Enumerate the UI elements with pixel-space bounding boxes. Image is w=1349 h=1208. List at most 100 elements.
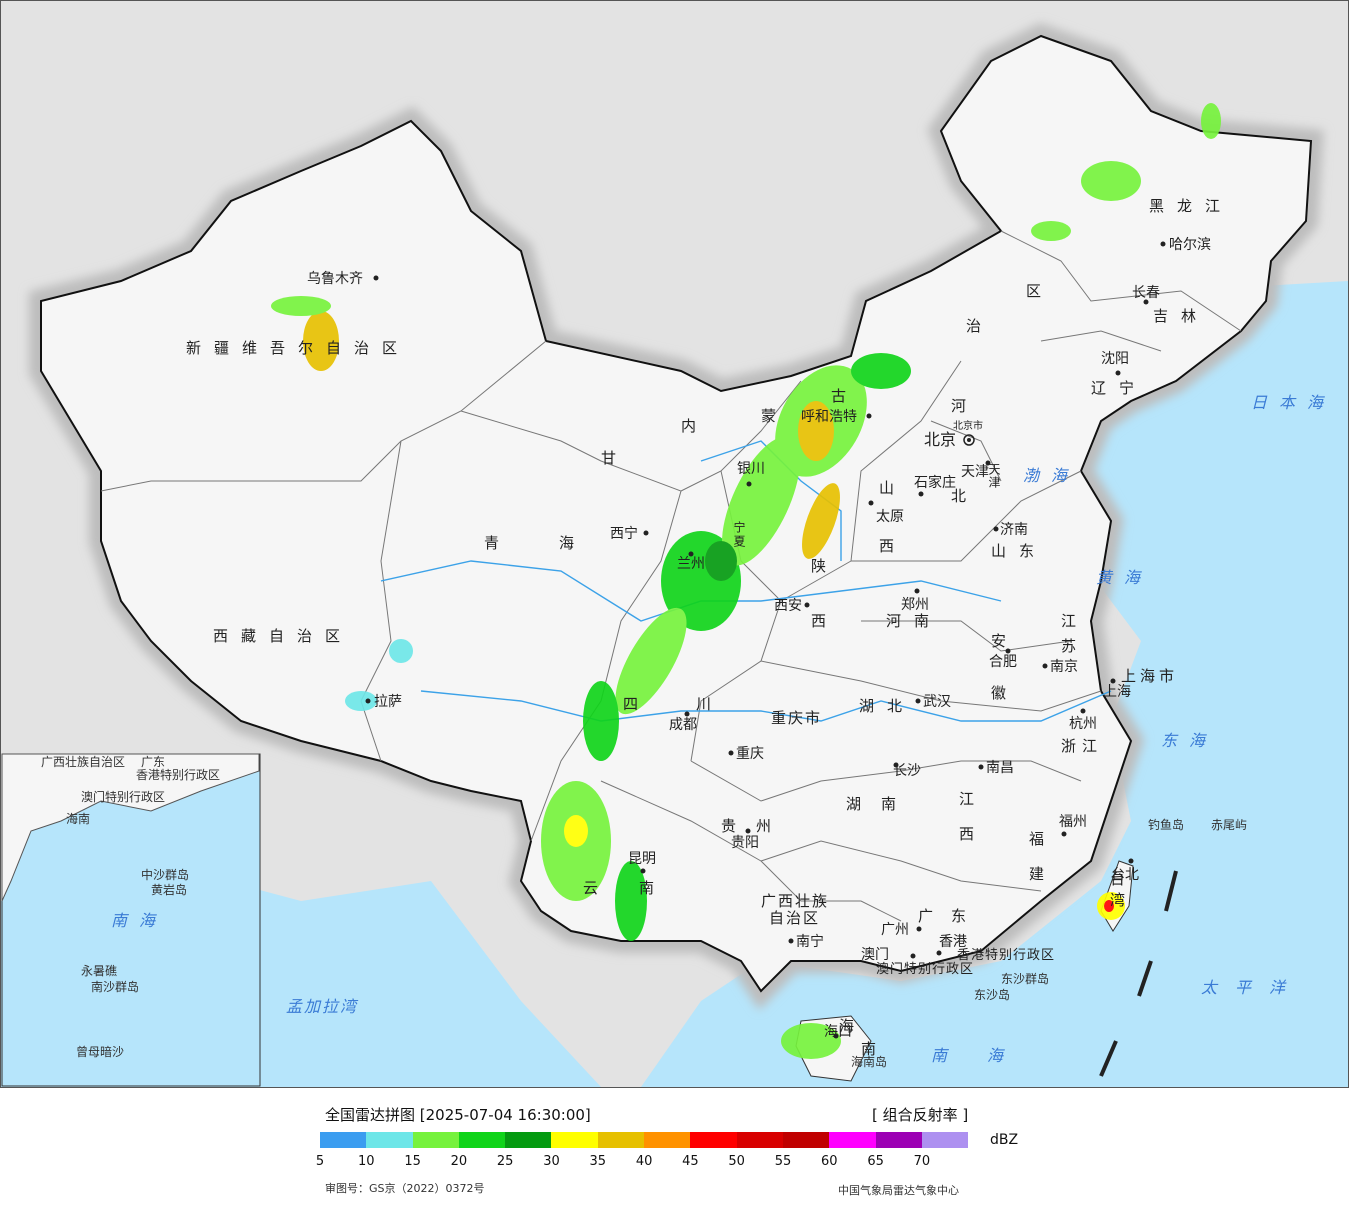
city-label: 天津	[961, 464, 989, 480]
label-shaanxi-2: 西	[811, 612, 839, 630]
city-huhehaote: 呼和浩特	[801, 409, 872, 425]
city-hongkong: 香港	[936, 934, 967, 956]
city-kunming: 昆明	[628, 851, 656, 874]
legend-tick: 50	[728, 1154, 745, 1169]
label-zhi-qu: 治	[966, 317, 994, 335]
city-label: 北京	[924, 430, 956, 449]
city-hefei: 合肥	[989, 648, 1017, 670]
inset-label-zengmu: 曾母暗沙	[76, 1044, 124, 1059]
label-macao-sar: 澳门特别行政区	[876, 961, 974, 977]
label-guizhou: 贵州	[721, 817, 791, 835]
city-label: 昆明	[628, 851, 656, 867]
legend-swatch	[782, 1132, 830, 1148]
city-label: 郑州	[901, 597, 929, 613]
label-neimenggu-2: 蒙	[761, 407, 789, 425]
city-fuzhou: 福州	[1059, 814, 1087, 837]
color-scale	[320, 1132, 969, 1148]
radar-map: 广西壮族自治区 广东 香港特别行政区 澳门特别行政区 海南 中沙群岛 黄岩岛 南…	[0, 0, 1349, 1088]
legend-tick: 70	[913, 1154, 931, 1169]
city-label: 香港	[939, 934, 967, 950]
legend-swatch	[829, 1132, 876, 1148]
city-haikou: 海口	[824, 1024, 852, 1040]
label-hebei-2: 北	[951, 487, 979, 505]
unit-label: dBZ	[990, 1132, 1019, 1148]
legend-swatch	[412, 1132, 459, 1148]
city-label: 长沙	[893, 763, 921, 779]
city-nanchang: 南昌	[978, 760, 1014, 776]
city-label: 成都	[669, 717, 697, 733]
city-label: 西安	[774, 598, 802, 614]
sea-bohai: 渤海	[1023, 466, 1079, 485]
label-chongqing: 重庆市	[771, 709, 822, 727]
legend-tick: 55	[774, 1154, 792, 1169]
city-label: 贵阳	[731, 835, 759, 851]
label-hainan-2: 南	[861, 1040, 889, 1058]
label-neimenggu-1: 内	[681, 417, 709, 435]
legend-swatch	[366, 1132, 413, 1148]
city-label: 济南	[1000, 522, 1028, 538]
inset-label-guangdong: 广东	[141, 755, 165, 769]
legend-tick: 5	[315, 1154, 325, 1169]
city-hangzhou: 杭州	[1069, 708, 1097, 732]
legend-tick: 25	[496, 1154, 514, 1169]
legend-swatch	[736, 1132, 783, 1148]
product-label: [ 组合反射率 ]	[872, 1106, 969, 1124]
sea-yellow: 黄海	[1096, 568, 1152, 587]
city-label: 南宁	[796, 933, 824, 950]
city-label: 上海	[1103, 684, 1131, 700]
label-jiangxi: 江西	[957, 791, 975, 861]
inset-label-hk: 香港特别行政区	[136, 767, 220, 782]
label-taiwan: 台湾	[1108, 871, 1126, 913]
data-source: 中国气象局雷达气象中心	[838, 1184, 959, 1197]
city-label: 广州	[881, 922, 909, 938]
inset-label-hainan: 海南	[66, 811, 90, 826]
city-taiyuan: 太原	[868, 500, 904, 525]
scale-ticks: 5 10 15 20 25 30 35 40 45 50 55 60 65 70	[316, 1154, 970, 1172]
legend-swatch	[458, 1132, 506, 1148]
city-label: 合肥	[989, 654, 1017, 670]
label-qinghai: 青海	[484, 534, 634, 552]
city-shijiazhuang: 石家庄	[914, 474, 956, 497]
city-label: 杭州	[1069, 716, 1097, 732]
label-liao-qu: 区	[1026, 282, 1054, 300]
label-hk-sar: 香港特别行政区	[957, 948, 1055, 963]
city-nanning: 南宁	[788, 933, 824, 950]
city-harbin: 哈尔滨	[1160, 237, 1211, 253]
label-heilongjiang: 黑龙江	[1149, 197, 1233, 215]
radar-echoes	[271, 103, 1221, 1059]
china-land	[40, 34, 1313, 993]
city-tianjin: 天津	[961, 460, 991, 480]
maritime-boundary	[1099, 870, 1178, 1077]
label-shanxi-2: 西	[879, 537, 907, 555]
label-guangxi-2: 自治区	[769, 909, 820, 927]
legend-tick: 15	[404, 1154, 421, 1169]
city-zhengzhou: 郑州	[901, 588, 929, 613]
legend-swatch	[690, 1132, 737, 1148]
city-label: 银川	[737, 461, 765, 477]
label-neimenggu-3: 古	[831, 387, 859, 405]
city-label: 重庆	[736, 746, 764, 762]
label-hunan: 湖南	[846, 795, 916, 813]
sea-japan: 日本海	[1251, 393, 1335, 412]
inset-label-macao: 澳门特别行政区	[81, 789, 165, 804]
label-xizang: 西藏自治区	[213, 627, 353, 645]
city-label: 福州	[1059, 814, 1087, 830]
island-dongsha: 东沙群岛	[1001, 971, 1049, 986]
city-jinan: 济南	[993, 522, 1028, 538]
legend-tick: 60	[821, 1154, 838, 1169]
city-shanghai: 上海	[1103, 678, 1131, 700]
label-liaoning: 辽宁	[1091, 379, 1147, 397]
island-diaoyu: 钓鱼岛	[1148, 817, 1184, 832]
city-label: 太原	[876, 509, 904, 525]
city-changsha: 长沙	[893, 762, 921, 779]
label-shaanxi-1: 陕	[811, 557, 839, 575]
legend-tick: 30	[543, 1154, 560, 1169]
sea-east: 东海	[1161, 731, 1217, 750]
label-hubei: 湖北	[859, 697, 915, 715]
chart-title: 全国雷达拼图 [2025-07-04 16:30:00]	[325, 1106, 591, 1124]
label-zhejiang: 浙江	[1061, 737, 1103, 755]
city-label: 兰州	[677, 556, 705, 572]
sea-south: 南海	[931, 1046, 1043, 1065]
city-beijing: 北京	[924, 430, 975, 449]
legend-swatch	[320, 1132, 367, 1148]
